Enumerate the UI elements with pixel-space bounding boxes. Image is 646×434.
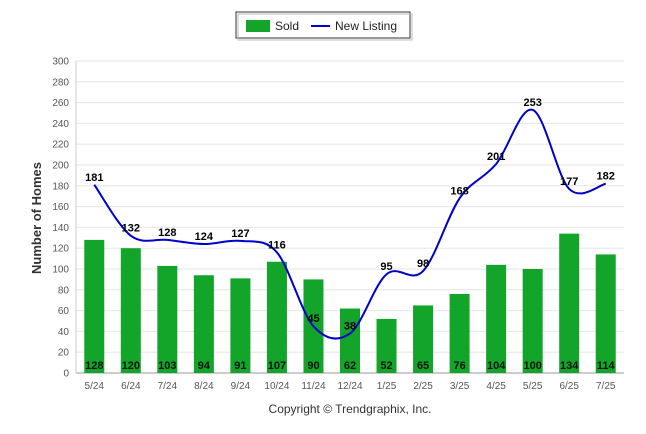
new-listing-series-line — [93, 108, 607, 340]
sold-bar — [340, 308, 360, 373]
y-tick-label: 0 — [63, 369, 69, 380]
sold-value-label: 65 — [417, 360, 429, 372]
y-tick-label: 180 — [52, 181, 69, 192]
sold-value-label: 52 — [380, 360, 392, 372]
y-tick-label: 20 — [58, 348, 70, 359]
sold-value-label: 107 — [268, 360, 286, 372]
sold-value-label: 100 — [523, 360, 541, 372]
x-axis-ticks: 5/24 6/24 7/24 8/24 9/24 10/24 11/24 12/24 1/25 2… — [85, 381, 616, 392]
new-listing-value-label: 177 — [560, 176, 578, 188]
sold-bar-labels: 128 120 103 94 91 107 90 62 52 65 76 104 100 134 114 — [85, 360, 615, 372]
legend: Sold New Listing — [235, 11, 413, 41]
sold-bar — [266, 261, 287, 373]
new-listing-labels: 181 132 128 124 127 116 45 38 95 98 168 201 253 177 18… — [85, 97, 615, 333]
y-axis-label: Number of Homes — [29, 162, 44, 274]
sold-bar — [376, 318, 397, 373]
y-tick-label: 240 — [52, 119, 69, 130]
y-tick-label: 60 — [58, 306, 70, 317]
y-tick-label: 80 — [58, 285, 70, 296]
new-listing-value-label: 132 — [122, 223, 140, 235]
sold-bar — [449, 293, 470, 373]
y-tick-label: 260 — [52, 98, 69, 109]
sold-value-label: 104 — [487, 360, 506, 372]
y-tick-label: 140 — [52, 223, 69, 234]
new-listing-value-label: 182 — [597, 171, 615, 183]
x-tick-label: 2/25 — [413, 381, 433, 392]
new-listing-value-label: 98 — [417, 258, 429, 270]
new-listing-value-label: 253 — [523, 97, 541, 109]
y-tick-label: 220 — [52, 140, 69, 151]
new-listing-value-label: 128 — [158, 227, 176, 239]
x-tick-label: 7/24 — [158, 381, 178, 392]
sold-bar — [193, 275, 214, 373]
new-listing-value-label: 181 — [85, 172, 103, 184]
y-tick-label: 120 — [52, 244, 69, 255]
sold-value-label: 76 — [453, 360, 465, 372]
y-axis-ticks: 0 20 40 60 80 100 120 140 160 180 200 220 240 260 280 3… — [52, 57, 69, 380]
y-tick-label: 100 — [52, 265, 69, 276]
sold-bar — [120, 248, 141, 373]
new-listing-value-label: 127 — [231, 228, 249, 240]
sold-bar — [413, 305, 434, 373]
new-listing-value-label: 116 — [268, 239, 286, 251]
sold-value-label: 94 — [198, 360, 211, 372]
sold-bar — [486, 264, 507, 373]
x-tick-label: 5/24 — [85, 381, 105, 392]
sold-value-label: 103 — [158, 360, 176, 372]
sold-bars — [84, 233, 616, 373]
new-listing-value-label: 168 — [450, 185, 468, 197]
x-tick-label: 12/24 — [337, 381, 362, 392]
x-tick-label: 3/25 — [450, 381, 470, 392]
new-listing-value-label: 95 — [380, 261, 392, 273]
x-tick-label: 6/24 — [121, 381, 141, 392]
legend-sold-label: Sold — [275, 19, 299, 33]
legend-sold-swatch — [246, 20, 270, 32]
x-tick-label: 11/24 — [301, 381, 326, 392]
x-tick-label: 4/25 — [486, 381, 506, 392]
sold-value-label: 134 — [560, 360, 579, 372]
x-tick-label: 8/24 — [194, 381, 214, 392]
x-tick-label: 10/24 — [264, 381, 289, 392]
new-listing-value-label: 124 — [195, 231, 214, 243]
x-tick-label: 7/25 — [596, 381, 616, 392]
y-tick-label: 280 — [52, 77, 69, 88]
sold-value-label: 128 — [85, 360, 103, 372]
x-tick-label: 5/25 — [523, 381, 543, 392]
sold-value-label: 114 — [597, 360, 616, 372]
y-tick-label: 200 — [52, 161, 69, 172]
y-tick-label: 40 — [58, 327, 70, 338]
sold-value-label: 62 — [344, 360, 356, 372]
copyright: Copyright © Trendgraphix, Inc. — [269, 402, 432, 416]
new-listing-value-label: 38 — [344, 320, 356, 332]
sold-bar — [230, 278, 251, 373]
new-listing-value-label: 45 — [307, 313, 319, 325]
sold-bar — [522, 269, 543, 373]
y-tick-label: 300 — [52, 57, 69, 68]
x-tick-label: 6/25 — [559, 381, 579, 392]
sold-bar — [157, 265, 178, 373]
new-listing-value-label: 201 — [487, 151, 505, 163]
new-listing-line — [93, 108, 607, 340]
sold-bar — [595, 254, 616, 373]
sold-value-label: 120 — [122, 360, 140, 372]
y-tick-label: 160 — [52, 202, 69, 213]
x-tick-label: 9/24 — [231, 381, 251, 392]
x-tick-label: 1/25 — [377, 381, 397, 392]
sold-value-label: 91 — [234, 360, 246, 372]
sold-bar — [84, 239, 105, 373]
sold-bar — [559, 233, 580, 373]
sold-value-label: 90 — [307, 360, 319, 372]
legend-new-listing-label: New Listing — [335, 19, 397, 33]
